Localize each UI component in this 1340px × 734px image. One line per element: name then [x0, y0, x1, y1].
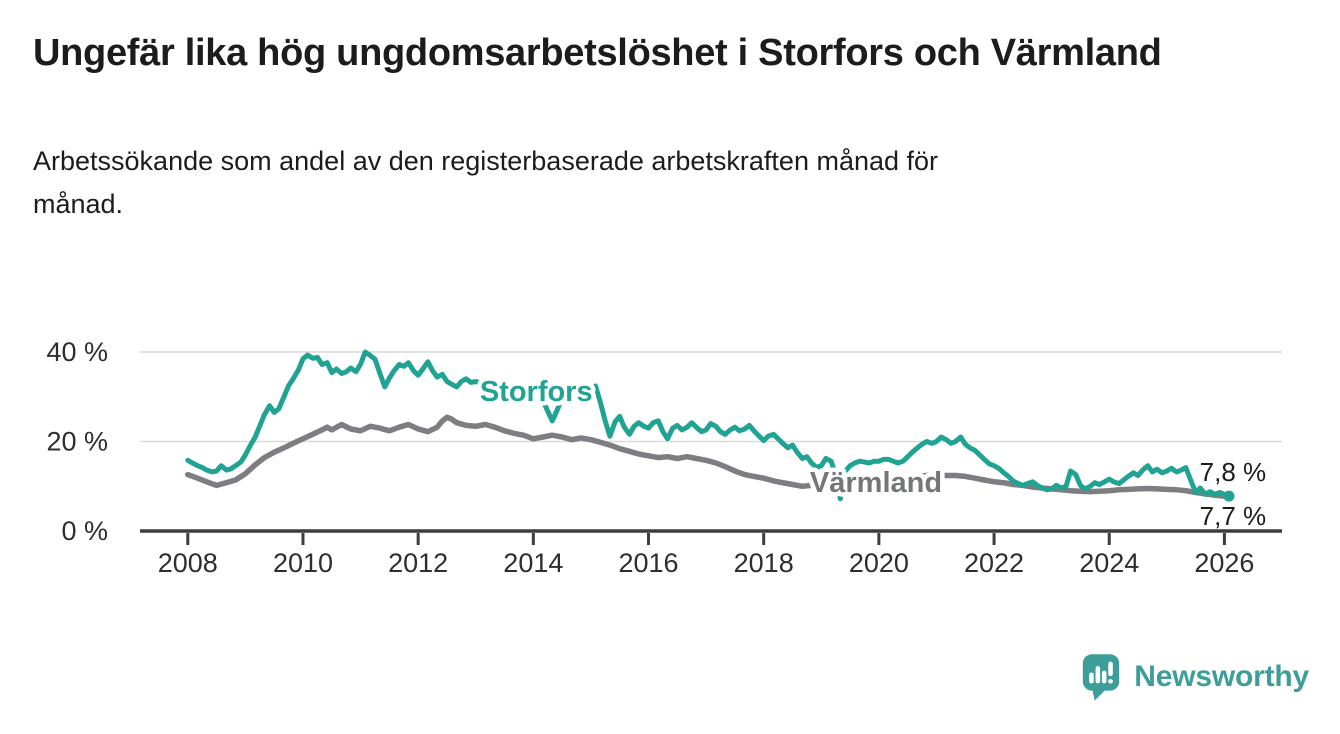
- series-line-storfors: [185, 349, 1232, 502]
- y-tick-label: 0 %: [61, 516, 108, 546]
- chart-header: Ungefär lika hög ungdomsarbetslöshet i S…: [33, 30, 1162, 226]
- page-title: Ungefär lika hög ungdomsarbetslöshet i S…: [33, 32, 1162, 74]
- logo-bar-3: [1102, 670, 1107, 684]
- brand-name: Newsworthy: [1134, 660, 1309, 693]
- unemployment-trend-chart: 0 % 20 % 40 % 2008 2010 2012 2014 2016 2018 2020 2…: [46, 337, 1282, 578]
- y-tick-label: 20 %: [46, 427, 108, 457]
- series-end-dot-storfors: [1223, 490, 1235, 502]
- logo-bubble-tail: [1092, 687, 1108, 701]
- x-tick-label: 2012: [388, 548, 448, 578]
- x-tick-label: 2014: [503, 548, 563, 578]
- x-tick-label: 2016: [618, 548, 678, 578]
- x-tick-label: 2024: [1079, 548, 1139, 578]
- x-tick-label: 2026: [1194, 548, 1254, 578]
- newsworthy-logo: Newsworthy: [1081, 650, 1309, 704]
- logo-bar-2: [1095, 666, 1101, 684]
- logo-exclamation-dot: [1108, 679, 1114, 684]
- y-tick-label: 40 %: [46, 337, 108, 367]
- end-value-label: 7,8 %: [1200, 457, 1267, 487]
- newsworthy-logo-icon: [1083, 654, 1120, 701]
- logo-bubble: [1083, 654, 1120, 691]
- series-label-värmland: Värmland: [810, 467, 942, 499]
- x-tick-label: 2022: [964, 548, 1024, 578]
- logo-bar-1: [1089, 672, 1095, 684]
- end-value-label: 7,7 %: [1200, 501, 1267, 531]
- x-tick-label: 2010: [273, 548, 333, 578]
- x-tick-label: 2008: [158, 548, 218, 578]
- chart-subtitle: Arbetssökande som andel av den registerb…: [33, 145, 939, 220]
- x-tick-label: 2018: [734, 548, 794, 578]
- series-label-storfors: Storfors: [480, 376, 593, 408]
- x-tick-label: 2020: [849, 548, 909, 578]
- logo-exclamation-bar: [1108, 661, 1114, 677]
